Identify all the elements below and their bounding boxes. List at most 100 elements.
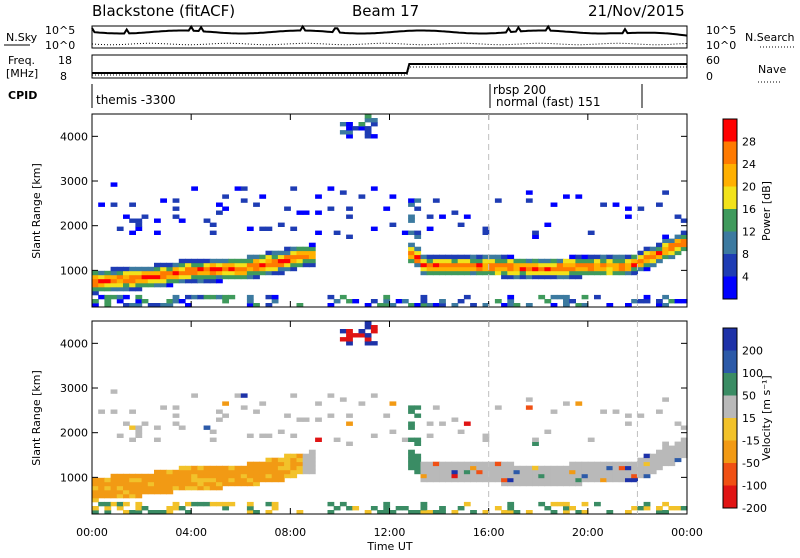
- velocity-cell: [265, 461, 273, 467]
- power-cell: [594, 258, 601, 264]
- power-cell: [451, 262, 459, 268]
- power-cell: [191, 266, 198, 272]
- velocity-cell: [222, 469, 229, 475]
- velocity-cell: [234, 477, 242, 483]
- velocity-cell: [277, 477, 285, 483]
- velocity-cell: [643, 469, 651, 475]
- power-cell: [203, 270, 211, 276]
- power-cell: [680, 218, 688, 223]
- velocity-cell: [172, 473, 180, 479]
- velocity-cell: [625, 421, 632, 426]
- power-cell: [507, 262, 515, 268]
- power-cell: [271, 299, 279, 304]
- velocity-cell: [172, 413, 180, 418]
- velocity-cell: [519, 473, 527, 479]
- velocity-cell: [556, 465, 564, 471]
- power-cell: [197, 266, 205, 272]
- velocity-cell: [457, 465, 465, 471]
- power-cell: [618, 266, 626, 272]
- power-cell: [389, 222, 397, 227]
- velocity-cell: [129, 510, 136, 515]
- power-cell: [581, 270, 589, 276]
- colorbar-tick: 4: [742, 271, 749, 284]
- power-cell: [172, 274, 180, 280]
- velocity-cell: [246, 473, 254, 479]
- velocity-cell: [222, 465, 229, 471]
- power-cell: [569, 274, 576, 280]
- power-cell: [370, 118, 378, 123]
- velocity-cell: [439, 506, 446, 511]
- power-cell: [525, 262, 533, 268]
- velocity-cell: [228, 501, 236, 507]
- velocity-cell: [172, 405, 180, 410]
- velocity-cell: [228, 477, 236, 483]
- colorbar-swatch: [723, 119, 737, 142]
- velocity-cell: [246, 501, 254, 507]
- power-cell: [185, 278, 192, 284]
- power-cell: [575, 262, 583, 268]
- velocity-cell: [135, 506, 143, 511]
- velocity-cell: [662, 501, 669, 507]
- power-cell: [575, 303, 583, 308]
- velocity-cell: [643, 501, 651, 507]
- velocity-cell: [414, 510, 422, 515]
- velocity-cell: [339, 397, 347, 402]
- power-cell: [116, 274, 124, 280]
- velocity-cell: [600, 473, 607, 479]
- velocity-cell: [308, 449, 316, 455]
- velocity-cell: [414, 465, 422, 471]
- power-cell: [680, 242, 688, 248]
- power-cell: [563, 294, 570, 300]
- power-cell: [662, 250, 669, 256]
- power-cell: [154, 266, 161, 272]
- power-cell: [426, 270, 434, 276]
- power-cell: [643, 258, 651, 264]
- power-cell: [333, 230, 341, 235]
- power-cell: [575, 194, 583, 199]
- velocity-cell: [600, 469, 607, 475]
- velocity-cell: [185, 510, 192, 515]
- power-cell: [649, 250, 657, 256]
- power-cell: [668, 254, 676, 260]
- power-cell: [284, 266, 291, 272]
- velocity-cell: [470, 510, 477, 515]
- velocity-cell: [277, 465, 285, 471]
- velocity-cell: [668, 506, 676, 511]
- power-cell: [507, 254, 515, 260]
- velocity-cell: [408, 510, 415, 515]
- velocity-cell: [656, 457, 663, 463]
- velocity-cell: [600, 465, 607, 471]
- power-cell: [228, 258, 236, 264]
- power-cell: [327, 294, 335, 300]
- velocity-cell: [123, 477, 130, 483]
- power-cell: [216, 202, 223, 207]
- velocity-cell: [389, 401, 397, 406]
- power-cell: [290, 250, 298, 256]
- power-cell: [668, 250, 676, 256]
- velocity-cell: [420, 501, 428, 507]
- power-cell: [463, 254, 471, 260]
- velocity-cell: [668, 453, 676, 459]
- power-cell: [265, 258, 273, 264]
- velocity-cell: [507, 501, 515, 507]
- power-cell: [191, 270, 198, 276]
- dashed-markers: [488, 114, 638, 514]
- power-cell: [525, 198, 533, 203]
- power-cell: [618, 258, 626, 264]
- ytick-label: 2000: [60, 220, 88, 233]
- power-cell: [656, 242, 663, 248]
- power-cell: [147, 266, 155, 272]
- velocity-cell: [680, 449, 688, 455]
- power-cell: [587, 270, 595, 276]
- velocity-cell: [178, 481, 186, 487]
- velocity-cell: [420, 477, 428, 483]
- velocity-cell: [563, 481, 570, 487]
- velocity-cell: [463, 469, 471, 475]
- velocity-cell: [197, 469, 205, 475]
- power-cell: [296, 210, 304, 215]
- velocity-cell: [470, 465, 477, 471]
- power-cell: [222, 194, 229, 199]
- velocity-cell: [123, 493, 130, 499]
- velocity-cell: [383, 510, 391, 515]
- cpid-mode-1: rbsp 200: [493, 83, 546, 97]
